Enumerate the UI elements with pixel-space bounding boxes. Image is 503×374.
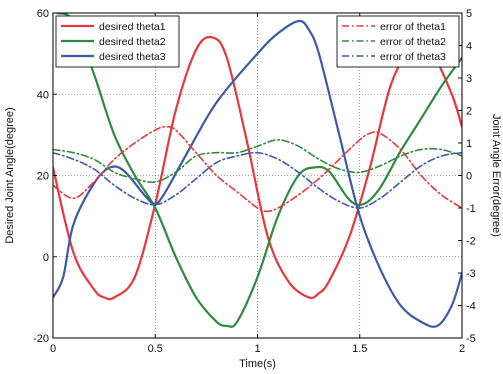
y-left-tick-label: 60 (37, 8, 49, 20)
y-left-tick-label: 40 (37, 89, 49, 101)
legend-right: error of theta1 error of theta2 error of t… (336, 15, 460, 68)
series-line-desired-theta3 (53, 19, 462, 328)
x-tick-label: 1.5 (352, 343, 367, 355)
y-axis-left-label: Desired Joint Angle(degree) (4, 107, 16, 243)
legend-left: desired theta1 desired theta2 desired thet… (55, 15, 180, 68)
y-right-tick-label: 1 (466, 138, 472, 150)
y-left-tick-label: 20 (37, 171, 49, 183)
y-left-tick-label: 0 (43, 252, 49, 264)
series-line-error-of-theta1 (53, 125, 462, 213)
y-axis-right-label: Joint Angle Error(degree) (490, 114, 502, 237)
y-right-tick-label: 4 (466, 41, 472, 53)
y-right-tick-label: -2 (466, 236, 476, 248)
y-right-tick-label: 2 (466, 106, 472, 118)
legend-label: desired theta1 (99, 21, 166, 33)
x-axis-label: Time(s) (239, 358, 276, 370)
series-line-desired-theta2 (56, 13, 462, 328)
legend-label: error of theta3 (380, 51, 446, 63)
legend-label: desired theta3 (99, 51, 166, 63)
series-line-error-of-theta2 (53, 139, 462, 184)
series-line-error-of-theta3 (53, 151, 462, 209)
y-left-tick-label: -20 (33, 333, 49, 345)
y-right-tick-label: -1 (466, 203, 476, 215)
y-right-tick-label: 3 (466, 73, 472, 85)
x-tick-label: 2 (459, 343, 465, 355)
legend-label: error of theta1 (380, 21, 446, 33)
y-right-tick-label: -5 (466, 333, 476, 345)
legend-label: desired theta2 (99, 36, 166, 48)
x-tick-label: 0.5 (148, 343, 163, 355)
x-tick-label: 1 (254, 343, 260, 355)
y-right-tick-label: 5 (466, 8, 472, 20)
y-right-tick-label: -4 (466, 301, 476, 313)
y-right-tick-label: 0 (466, 171, 472, 183)
legend-label: error of theta2 (380, 36, 446, 48)
y-right-tick-label: -3 (466, 268, 476, 280)
x-tick-label: 0 (50, 343, 56, 355)
